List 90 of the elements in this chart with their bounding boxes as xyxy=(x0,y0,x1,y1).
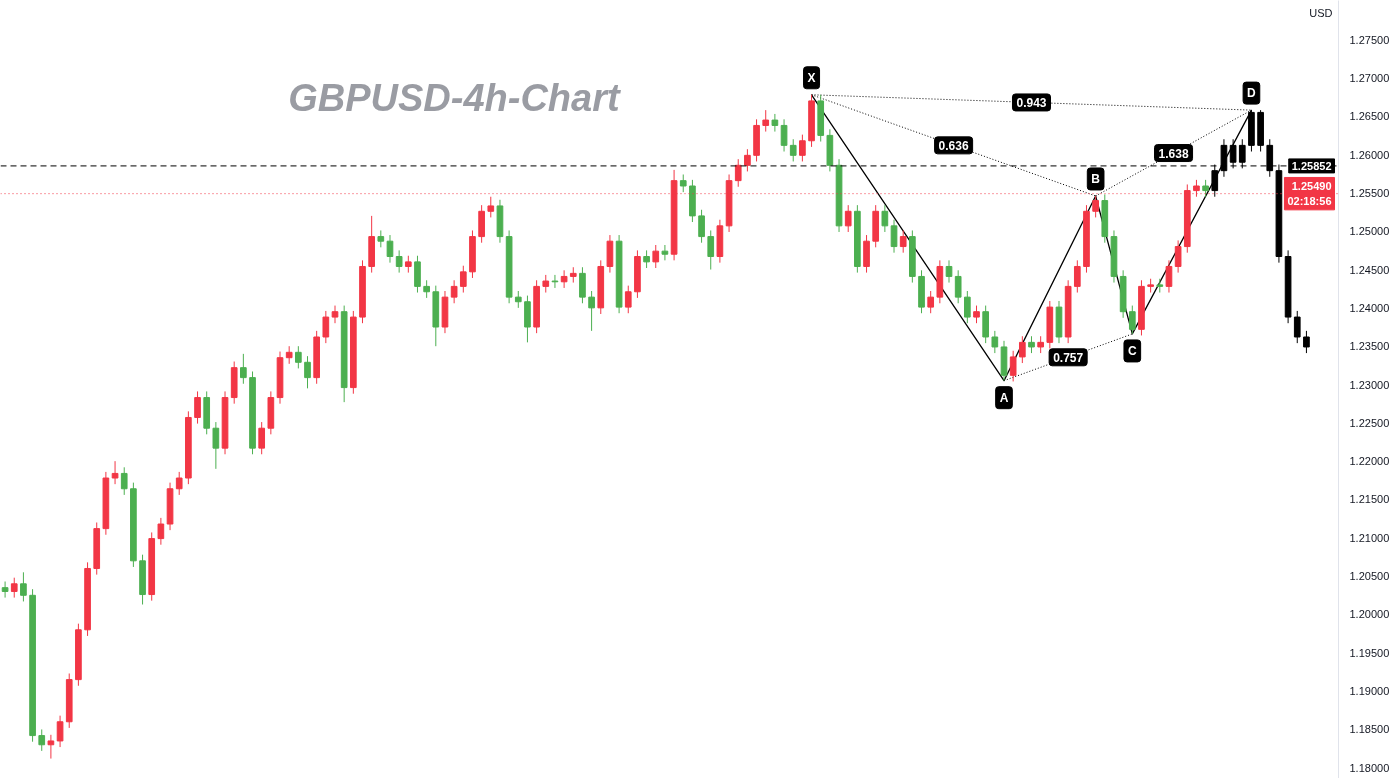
candlestick xyxy=(991,330,999,354)
candlestick xyxy=(1128,305,1136,335)
candlestick xyxy=(624,285,632,314)
candlestick xyxy=(1018,335,1026,364)
candlestick xyxy=(588,290,595,332)
annotation: 0.636 xyxy=(938,138,969,153)
candlestick xyxy=(661,244,669,261)
y-tick-label: 1.24000 xyxy=(1349,301,1390,314)
y-tick-label: 1.25500 xyxy=(1349,186,1390,199)
text: GBPUSD-4h-Chart xyxy=(288,76,621,119)
y-tick-label: 1.26000 xyxy=(1349,148,1390,161)
candlestick xyxy=(487,196,495,218)
candlestick xyxy=(1174,239,1182,274)
y-tick-label: 1.21500 xyxy=(1349,493,1390,506)
annotation: 1.638 xyxy=(1158,146,1189,161)
y-tick-label: 1.27500 xyxy=(1349,33,1390,46)
y-tick-label: 1.22500 xyxy=(1349,416,1390,429)
candlestick xyxy=(844,204,852,233)
candlestick xyxy=(560,269,568,289)
data-label: D xyxy=(1247,86,1257,101)
candlestick xyxy=(120,466,128,496)
ref-line-label: 1.25852 xyxy=(1291,159,1332,172)
candlestick xyxy=(771,113,779,133)
candlestick xyxy=(322,310,330,344)
candlestick xyxy=(10,577,18,599)
candlestick xyxy=(459,265,467,294)
candlestick xyxy=(1009,350,1017,382)
candlestick xyxy=(744,148,751,172)
candlestick xyxy=(899,229,907,254)
candlestick xyxy=(240,353,247,385)
candlestick xyxy=(799,134,806,162)
candlestick xyxy=(111,460,119,485)
candlestick xyxy=(945,259,953,284)
candlestick xyxy=(964,290,971,324)
candlestick xyxy=(1,581,9,599)
candlestick xyxy=(927,290,935,314)
y-tick-label: 1.22000 xyxy=(1349,455,1390,468)
y-tick-label: 1.27000 xyxy=(1349,71,1390,84)
candlestick xyxy=(304,355,311,389)
candlestick xyxy=(579,266,586,304)
y-tick-label: 1.18000 xyxy=(1349,761,1390,774)
data-label: X xyxy=(807,70,816,85)
y-tick-label: 1.19500 xyxy=(1349,646,1390,659)
y-tick-label: 1.19000 xyxy=(1349,685,1390,698)
candlestick xyxy=(881,204,889,233)
ref-line-label: 1.25490 02:18:56 xyxy=(1287,180,1332,207)
candlestick xyxy=(386,234,394,264)
y-tick-label: 1.23000 xyxy=(1349,378,1390,391)
candlestick xyxy=(1293,310,1301,344)
candlestick xyxy=(38,728,46,752)
candlestick xyxy=(295,345,302,369)
candlestick xyxy=(1092,195,1099,218)
candlestick xyxy=(652,244,660,269)
candlestick xyxy=(56,715,64,748)
candlestick xyxy=(698,209,705,244)
candlestick xyxy=(780,118,788,152)
annotation: 0.943 xyxy=(1016,95,1047,110)
candlestick xyxy=(450,279,458,304)
candlestick xyxy=(331,305,339,324)
y-tick-label: 1.20500 xyxy=(1349,570,1390,583)
candlestick xyxy=(212,421,220,470)
y-tick-label: 1.21000 xyxy=(1349,531,1390,544)
candlestick xyxy=(395,249,403,274)
y-tick-label: 1.24500 xyxy=(1349,263,1390,276)
candlestick xyxy=(762,109,770,133)
candlestick xyxy=(20,571,27,602)
candlestick xyxy=(1073,259,1081,294)
candlestick xyxy=(789,138,797,162)
data-label: A xyxy=(999,390,1009,405)
y-axis-title: USD xyxy=(1309,6,1333,19)
candlestick xyxy=(175,471,183,496)
candlestick xyxy=(954,269,962,304)
candlestick xyxy=(707,229,715,271)
y-tick-label: 1.18500 xyxy=(1349,723,1390,736)
data-label: B xyxy=(1091,171,1101,186)
y-tick-label: 1.25000 xyxy=(1349,225,1390,238)
annotation: 0.757 xyxy=(1053,350,1084,365)
candlestick xyxy=(194,390,201,425)
candlestick xyxy=(258,421,266,455)
y-tick-label: 1.20000 xyxy=(1349,608,1390,621)
y-tick-label: 1.26500 xyxy=(1349,110,1390,123)
candlestick xyxy=(551,274,559,289)
data-label: C xyxy=(1127,343,1137,358)
y-tick-label: 1.23500 xyxy=(1349,340,1390,353)
candlestick xyxy=(890,219,898,254)
candlestick xyxy=(47,734,55,760)
candlestick xyxy=(1165,259,1173,294)
candlestick xyxy=(734,158,742,188)
candlestick xyxy=(1303,330,1310,354)
candlestick xyxy=(157,517,165,546)
